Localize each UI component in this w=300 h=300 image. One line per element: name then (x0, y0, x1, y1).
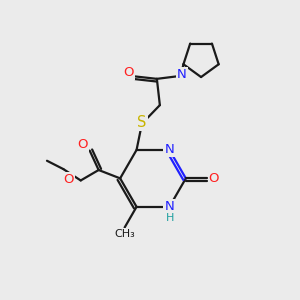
Text: O: O (64, 173, 74, 186)
Text: N: N (177, 68, 187, 81)
Text: O: O (124, 66, 134, 79)
Text: S: S (137, 115, 147, 130)
Text: H: H (166, 213, 175, 223)
Text: O: O (209, 172, 219, 185)
Text: O: O (77, 137, 88, 151)
Text: N: N (164, 143, 174, 156)
Text: N: N (164, 200, 174, 213)
Text: CH₃: CH₃ (115, 229, 135, 239)
